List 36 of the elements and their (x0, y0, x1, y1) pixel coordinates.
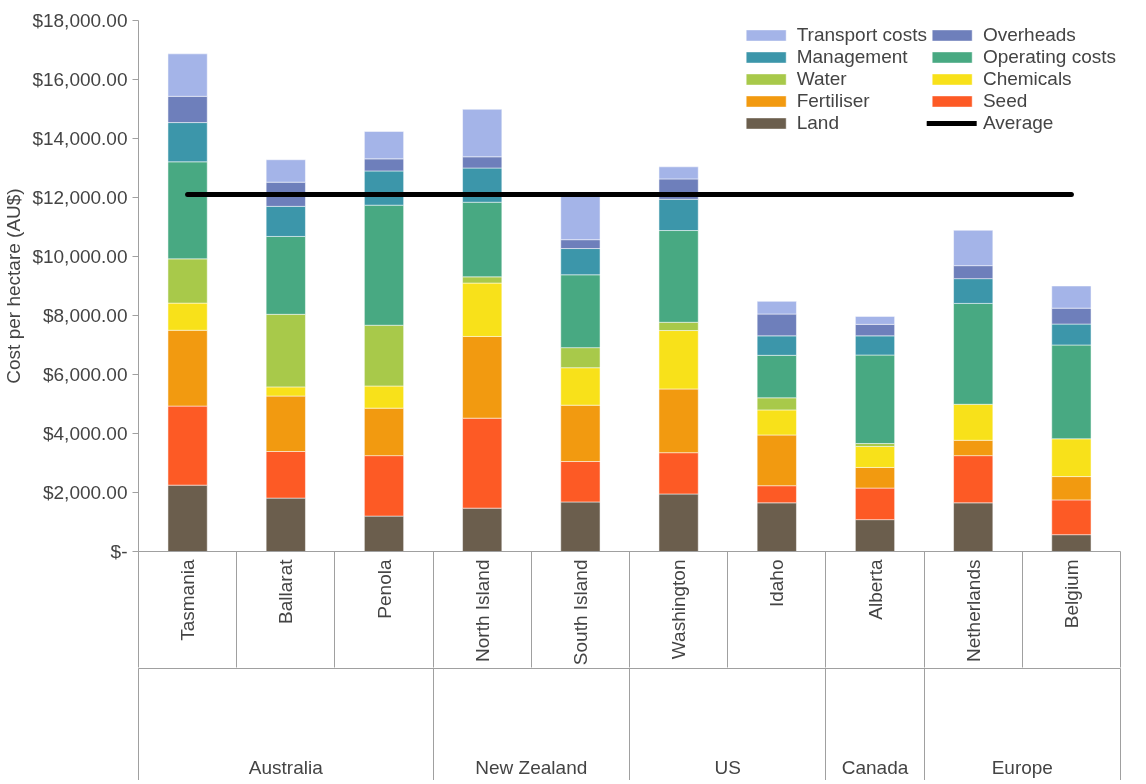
y-tick-label: $10,000.00 (32, 246, 128, 267)
y-tick-label: $6,000.00 (42, 364, 128, 385)
legend-label: Transport costs (796, 24, 927, 46)
text: Australia (248, 756, 324, 778)
y-tick-label: $18,000.00 (32, 10, 128, 31)
text: US (714, 756, 741, 778)
x-tick-label: Tasmania (177, 559, 199, 641)
y-tick-label: $4,000.00 (42, 423, 128, 444)
text: Canada (841, 756, 909, 778)
x-tick-label: South Island (569, 559, 591, 666)
y-tick-label: $12,000.00 (32, 187, 128, 208)
x-tick-label: Alberta (864, 559, 886, 620)
legend-label: Water (796, 68, 847, 90)
y-tick-label: $14,000.00 (32, 128, 128, 149)
x-tick-label: Penola (373, 559, 395, 619)
y-tick-label: $8,000.00 (42, 305, 128, 326)
legend-label: Land (796, 112, 839, 134)
text: New Zealand (475, 756, 588, 778)
x-tick-label: Netherlands (962, 559, 984, 662)
x-tick-label: Ballarat (275, 558, 297, 624)
y-tick-label: $- (110, 541, 128, 562)
legend-label: Management (796, 46, 908, 68)
y-tick-label: $16,000.00 (32, 69, 128, 90)
legend-label: Overheads (982, 24, 1076, 46)
legend-label: Chemicals (982, 68, 1072, 90)
x-tick-label: Washington (668, 559, 690, 660)
text: Europe (991, 756, 1053, 778)
y-tick-label: $2,000.00 (42, 482, 128, 503)
y-axis-title: Cost per hectare (AU$) (3, 188, 25, 384)
legend-label: Seed (982, 90, 1028, 112)
x-tick-label: Belgium (1060, 559, 1082, 629)
legend-label: Fertiliser (796, 90, 870, 112)
legend-label: Operating costs (982, 46, 1116, 68)
legend-label: Average (982, 112, 1054, 134)
x-tick-label: Idaho (766, 559, 788, 608)
x-tick-label: North Island (471, 559, 493, 662)
